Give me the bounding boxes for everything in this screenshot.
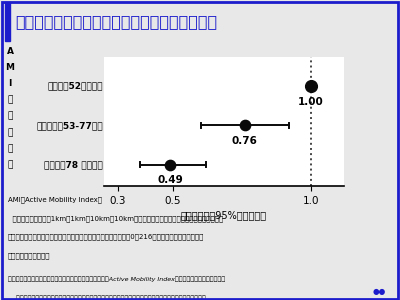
- Text: 数: 数: [7, 160, 13, 169]
- Text: 日常生活における活動性と認知症の発症リスク: 日常生活における活動性と認知症の発症リスク: [15, 14, 217, 29]
- Text: 合: 合: [7, 112, 13, 121]
- Text: 中位の群（53-77点）: 中位の群（53-77点）: [36, 121, 103, 130]
- Text: の: の: [7, 95, 13, 104]
- X-axis label: ハザード比（95%信頼区間）: ハザード比（95%信頼区間）: [181, 210, 267, 220]
- Text: 生活範囲別（戸外～1km、1km～10km、10km以上）に、移動の目的、手段、内容等について: 生活範囲別（戸外～1km、1km～10km、10km以上）に、移動の目的、手段、…: [8, 215, 223, 222]
- Text: 高い群（78 点以上）: 高い群（78 点以上）: [44, 160, 103, 169]
- Text: 点: 点: [7, 144, 13, 153]
- Text: 性が高いことを示す。: 性が高いことを示す。: [8, 253, 50, 259]
- Text: 0.49: 0.49: [157, 176, 183, 185]
- Text: ●●: ●●: [373, 287, 386, 296]
- Text: 分析を行ったところ、日常生活における活動性が高いほど、認知症の発症リスクが低い事が明らかになった」: 分析を行ったところ、日常生活における活動性が高いほど、認知症の発症リスクが低い事…: [8, 295, 206, 300]
- Text: 低い群（52点以下）: 低い群（52点以下）: [48, 82, 103, 91]
- Bar: [5, 2, 10, 41]
- Text: AMI（Active Mobility Index）: AMI（Active Mobility Index）: [8, 196, 102, 203]
- Point: [308, 84, 314, 89]
- Text: I: I: [8, 79, 12, 88]
- Point: [167, 162, 174, 167]
- Text: （出典：「生活範囲別に活動性の高さを評価する質問票（Active Mobility Index）を用いて、大規模な調査・: （出典：「生活範囲別に活動性の高さを評価する質問票（Active Mobilit…: [8, 276, 225, 282]
- Text: 計: 計: [7, 128, 13, 137]
- Text: A: A: [6, 46, 14, 56]
- Text: 1.00: 1.00: [298, 97, 324, 107]
- Text: M: M: [6, 63, 14, 72]
- Text: 評価を行い、それぞれの回答に応じた配点を合計し点数を算出（0～216点）。点数が高いほど活動: 評価を行い、それぞれの回答に応じた配点を合計し点数を算出（0～216点）。点数が…: [8, 234, 204, 241]
- Point: [242, 123, 248, 128]
- Text: 0.76: 0.76: [232, 136, 258, 146]
